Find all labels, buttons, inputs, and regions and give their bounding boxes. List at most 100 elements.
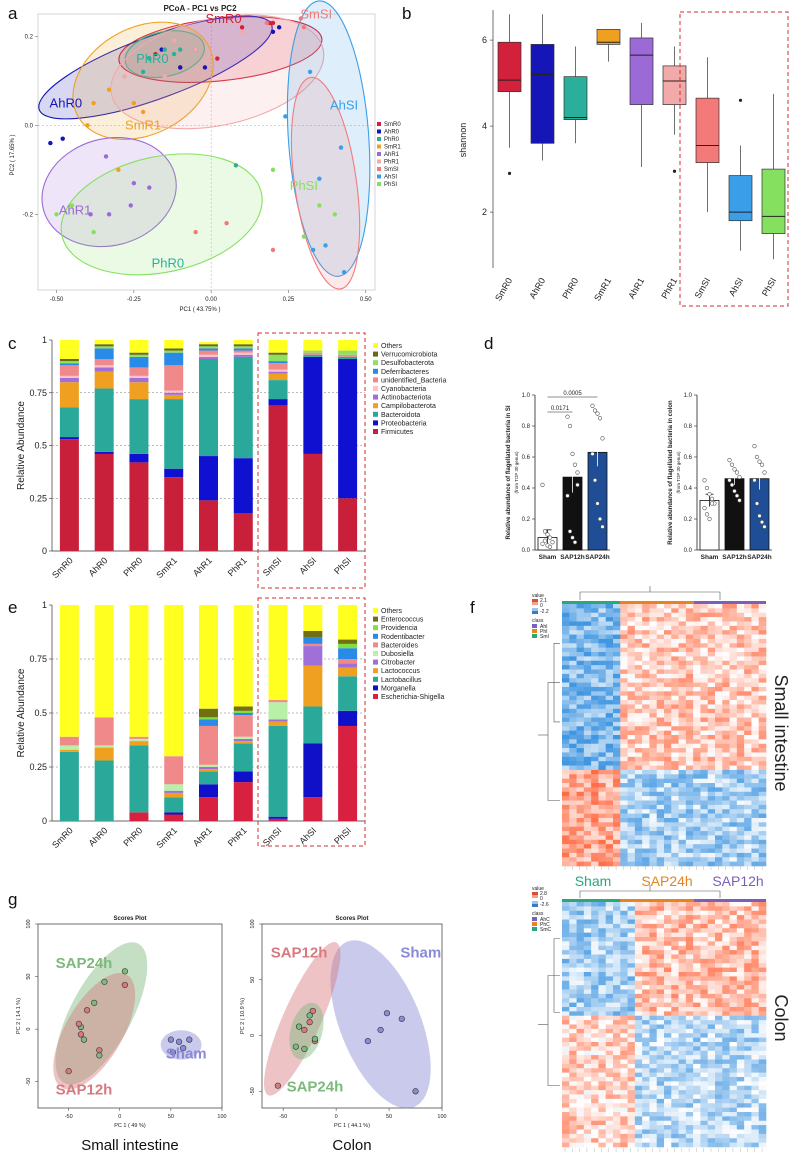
heat-cell — [591, 1007, 599, 1012]
heat-cell — [562, 848, 570, 854]
heat-cell — [649, 923, 658, 929]
heat-cell — [715, 945, 723, 951]
heat-cell — [656, 817, 665, 823]
y-tick-label: 0.2 — [25, 34, 34, 40]
heat-cell — [664, 915, 672, 920]
heat-cell — [627, 717, 636, 723]
heat-cell — [583, 1046, 592, 1052]
heat-cell — [656, 902, 665, 907]
heat-cell — [758, 678, 767, 683]
point-ahr1 — [128, 203, 133, 208]
heat-cell — [649, 950, 658, 955]
heat-cell — [729, 923, 738, 929]
heat-cell — [562, 941, 570, 947]
heat-cell — [685, 844, 694, 849]
heat-cell — [620, 730, 628, 736]
heat-cell — [685, 1037, 694, 1043]
heat-cell — [685, 638, 694, 644]
heat-cell — [576, 804, 585, 810]
heat-cell — [620, 928, 628, 933]
heat-cell — [722, 993, 730, 999]
heat-cell — [605, 928, 614, 933]
heat-cell — [707, 1011, 716, 1017]
heat-cell — [569, 1028, 577, 1034]
heat-cell — [693, 985, 701, 990]
heat-cell — [576, 1116, 585, 1122]
heat-cell — [591, 1112, 599, 1117]
heat-cell — [605, 1142, 614, 1148]
heat-cell — [707, 796, 716, 801]
heat-cell — [758, 1015, 767, 1021]
heat-cell — [634, 621, 643, 627]
heat-cell — [634, 625, 643, 631]
heat-cell — [598, 604, 607, 609]
heat-cell — [569, 915, 577, 920]
panel-letter-f: f — [470, 598, 475, 617]
heat-cell — [576, 1107, 585, 1113]
heat-cell — [598, 726, 607, 731]
heatmap-title-colon: Colon — [771, 994, 791, 1041]
heat-cell — [664, 791, 672, 797]
segment-desulfobacterota — [129, 354, 149, 357]
category-label: PhSI — [332, 825, 353, 846]
heat-cell — [700, 1028, 709, 1034]
heat-cell — [744, 1002, 752, 1008]
heat-cell — [613, 630, 621, 635]
heat-cell — [642, 735, 650, 740]
heat-cell — [729, 787, 738, 793]
heat-cell — [569, 1125, 577, 1130]
panel-letter-a: a — [8, 4, 18, 23]
heat-cell — [664, 923, 672, 929]
heat-cell — [642, 678, 650, 683]
heat-cell — [562, 660, 570, 666]
heat-cell — [656, 1085, 665, 1091]
heat-cell — [722, 1116, 730, 1122]
heat-cell — [605, 1037, 614, 1043]
heat-cell — [758, 713, 767, 718]
heat-cell — [591, 1011, 599, 1017]
segment-actinobacteriota — [59, 377, 79, 383]
heat-cell — [656, 1050, 665, 1056]
heat-cell — [729, 1059, 738, 1065]
heat-cell — [685, 669, 694, 675]
heat-cell — [598, 1068, 607, 1073]
heat-cell — [598, 915, 607, 920]
heat-cell — [569, 1107, 577, 1113]
heat-cell — [583, 1007, 592, 1012]
scores-xlabel: PC 1 ( 49 %) — [114, 1123, 146, 1129]
heat-cell — [591, 617, 599, 622]
heat-cell — [744, 717, 752, 723]
heat-cell — [693, 1138, 701, 1143]
heat-cell — [613, 704, 621, 710]
heat-cell — [583, 669, 592, 675]
heat-cell — [649, 857, 658, 862]
heat-cell — [744, 756, 752, 762]
heat-cell — [751, 704, 760, 710]
y-tick-label: 100 — [26, 919, 32, 928]
heat-cell — [707, 1072, 716, 1078]
heat-cell — [591, 919, 599, 925]
point-ahr0 — [48, 140, 53, 146]
heat-cell — [751, 652, 760, 657]
heat-cell — [598, 686, 607, 692]
heat-cell — [591, 630, 599, 635]
heat-cell — [649, 1011, 658, 1017]
heat-cell — [744, 848, 752, 854]
heat-cell — [729, 700, 738, 705]
heat-cell — [751, 665, 760, 670]
heat-cell — [656, 861, 665, 867]
heat-cell — [751, 686, 760, 692]
heat-cell — [562, 791, 570, 797]
heat-cell — [576, 1120, 585, 1126]
heat-cell — [562, 691, 570, 696]
heat-cell — [649, 612, 658, 618]
heat-cell — [707, 839, 716, 845]
heat-cell — [620, 919, 628, 925]
heat-cell — [591, 848, 599, 854]
heat-cell — [562, 800, 570, 806]
point-sham — [175, 1038, 183, 1045]
heat-cell — [613, 739, 621, 745]
heat-cell — [685, 800, 694, 806]
heat-cell — [620, 652, 628, 657]
